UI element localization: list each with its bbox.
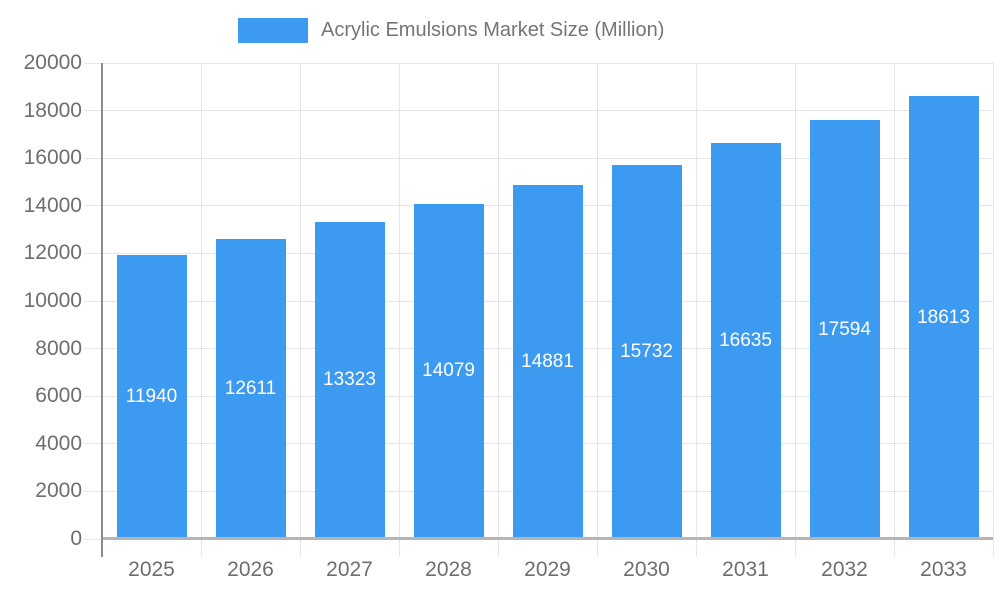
h-gridline [84, 110, 993, 112]
bar[interactable] [116, 254, 187, 539]
bar-value-label: 16635 [719, 330, 772, 352]
x-axis-tick-label: 2029 [524, 558, 571, 581]
v-gridline [497, 63, 499, 539]
bar-value-label: 15732 [620, 340, 673, 362]
y-axis-tick-label: 10000 [23, 289, 82, 312]
bar[interactable] [809, 120, 880, 539]
y-axis-tick-label: 6000 [35, 384, 82, 408]
legend-label: Acrylic Emulsions Market Size (Million) [321, 19, 665, 41]
bar-value-label: 17594 [818, 318, 871, 340]
plot-area: 11940 12611 13323 14079 14881 15732 16635 17594… [84, 62, 994, 557]
bar[interactable] [413, 203, 484, 539]
x-axis-tick [596, 539, 598, 557]
y-axis-tick-label: 0 [70, 527, 82, 550]
x-axis-tick-label: 2033 [920, 558, 967, 581]
v-gridline [893, 63, 895, 539]
x-axis-tick-label: 2032 [821, 558, 868, 581]
y-axis-tick-label: 14000 [23, 193, 82, 217]
bar[interactable] [710, 143, 781, 539]
h-gridline [84, 157, 993, 159]
x-axis-tick-label: 2031 [722, 558, 769, 581]
v-gridline [299, 63, 301, 539]
x-axis-tick [893, 539, 895, 557]
y-axis-tick-label: 16000 [23, 146, 82, 170]
bar-value-label: 13323 [323, 369, 376, 391]
bar-value-label: 12611 [224, 377, 277, 399]
h-gridline [84, 62, 993, 64]
bar[interactable] [611, 164, 682, 539]
bar-value-label: 11940 [125, 385, 178, 407]
y-axis-line [101, 63, 103, 557]
v-gridline [794, 63, 796, 539]
bar[interactable] [314, 221, 385, 539]
bar-value-label: 18613 [917, 306, 970, 328]
v-gridline [398, 63, 400, 539]
y-axis-tick-label: 8000 [35, 336, 82, 360]
x-axis-tick [299, 539, 301, 557]
x-axis-tick-label: 2025 [128, 558, 175, 581]
bar[interactable] [215, 238, 286, 539]
y-axis-tick-label: 2000 [35, 479, 82, 503]
x-axis-tick-label: 2028 [425, 558, 472, 581]
bar[interactable] [512, 184, 583, 539]
x-axis-tick [992, 539, 994, 557]
x-axis-tick-label: 2027 [326, 558, 373, 581]
x-axis-tick [398, 539, 400, 557]
bar-value-label: 14079 [422, 360, 475, 382]
x-axis-tick [794, 539, 796, 557]
legend-item[interactable]: Acrylic Emulsions Market Size (Million) [238, 18, 664, 43]
bar-value-label: 14881 [521, 350, 574, 372]
y-axis-tick-label: 12000 [23, 241, 82, 265]
v-gridline [695, 63, 697, 539]
y-axis-tick-label: 20000 [23, 51, 82, 74]
v-gridline [596, 63, 598, 539]
legend-swatch [238, 18, 308, 43]
x-axis-tick-label: 2026 [227, 558, 274, 581]
v-gridline [992, 63, 994, 539]
v-gridline [200, 63, 202, 539]
y-axis-tick-label: 18000 [23, 98, 82, 122]
x-axis-labels: 2025 2026 2027 2028 2029 2030 2031 2032 2033 [102, 558, 993, 586]
x-axis-tick-label: 2030 [623, 558, 670, 581]
x-axis-tick [695, 539, 697, 557]
x-axis-baseline [102, 537, 993, 540]
bar[interactable] [908, 96, 979, 539]
x-axis-tick [200, 539, 202, 557]
y-axis-tick-label: 4000 [35, 431, 82, 455]
x-axis-tick [497, 539, 499, 557]
